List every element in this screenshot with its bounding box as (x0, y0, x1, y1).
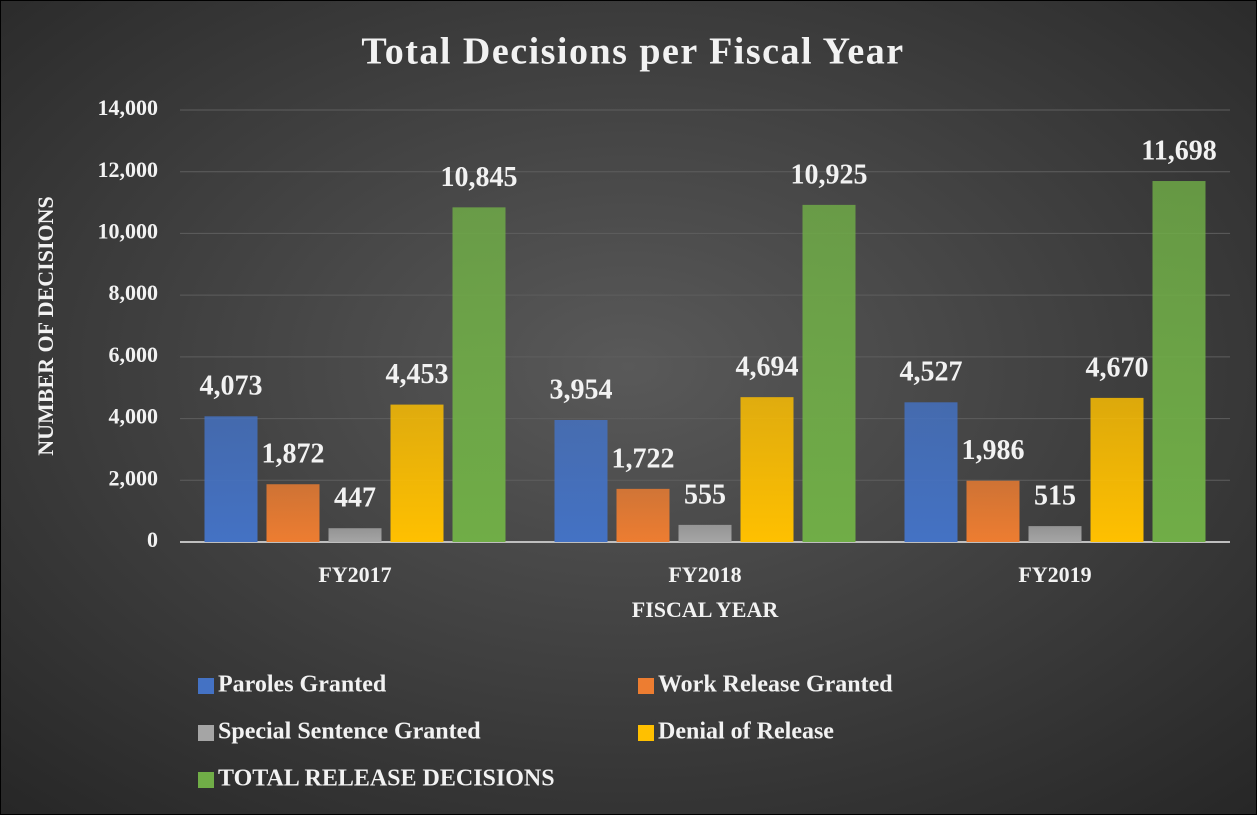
bar (554, 419, 608, 542)
y-tick-label: 8,000 (109, 280, 159, 305)
bar (1090, 397, 1144, 542)
data-label: 4,527 (900, 357, 963, 388)
data-label: 555 (684, 479, 726, 510)
bar (390, 404, 444, 542)
y-tick-label: 12,000 (98, 157, 159, 182)
legend-label: TOTAL RELEASE DECISIONS (218, 766, 555, 792)
legend-swatch (198, 772, 214, 788)
data-label: 1,872 (262, 439, 325, 470)
legend-swatch (638, 725, 654, 741)
bar (616, 488, 670, 542)
legend-label: Special Sentence Granted (218, 719, 481, 745)
bar (1152, 181, 1206, 542)
legend-label: Denial of Release (658, 719, 834, 745)
y-tick-label: 6,000 (109, 342, 159, 367)
y-tick-label: 2,000 (109, 465, 159, 490)
bar (204, 416, 258, 542)
data-label: 10,925 (791, 159, 868, 190)
bar (452, 207, 506, 542)
data-label: 11,698 (1141, 135, 1216, 166)
legend-swatch (638, 678, 654, 694)
bar (966, 480, 1020, 542)
data-label: 447 (334, 483, 376, 514)
y-tick-label: 4,000 (109, 404, 159, 429)
x-tick-label: FY2018 (668, 562, 741, 587)
x-axis-label: FISCAL YEAR (632, 597, 780, 622)
legend-swatch (198, 725, 214, 741)
bar (802, 204, 856, 542)
data-label: 4,694 (736, 352, 799, 383)
data-label: 1,722 (612, 443, 675, 474)
data-label: 3,954 (550, 374, 613, 405)
y-tick-label: 10,000 (98, 218, 159, 243)
legend-label: Work Release Granted (658, 672, 893, 698)
bar (328, 528, 382, 542)
chart-title: Total Decisions per Fiscal Year (361, 31, 904, 73)
bar (904, 402, 958, 542)
y-tick-label: 14,000 (98, 95, 159, 120)
legend-swatch (198, 678, 214, 694)
bar (740, 397, 794, 542)
y-axis-label: NUMBER OF DECISIONS (33, 196, 58, 456)
bar (266, 484, 320, 542)
data-label: 515 (1034, 481, 1076, 512)
x-tick-label: FY2019 (1018, 562, 1091, 587)
bar (1028, 526, 1082, 542)
data-label: 1,986 (962, 435, 1025, 466)
data-label: 10,845 (441, 162, 518, 193)
data-label: 4,073 (200, 371, 263, 402)
data-label: 4,453 (386, 359, 449, 390)
legend-label: Paroles Granted (218, 672, 387, 698)
data-label: 4,670 (1086, 352, 1149, 383)
y-tick-label: 0 (147, 527, 158, 552)
x-tick-label: FY2017 (318, 562, 391, 587)
bar (678, 524, 732, 542)
